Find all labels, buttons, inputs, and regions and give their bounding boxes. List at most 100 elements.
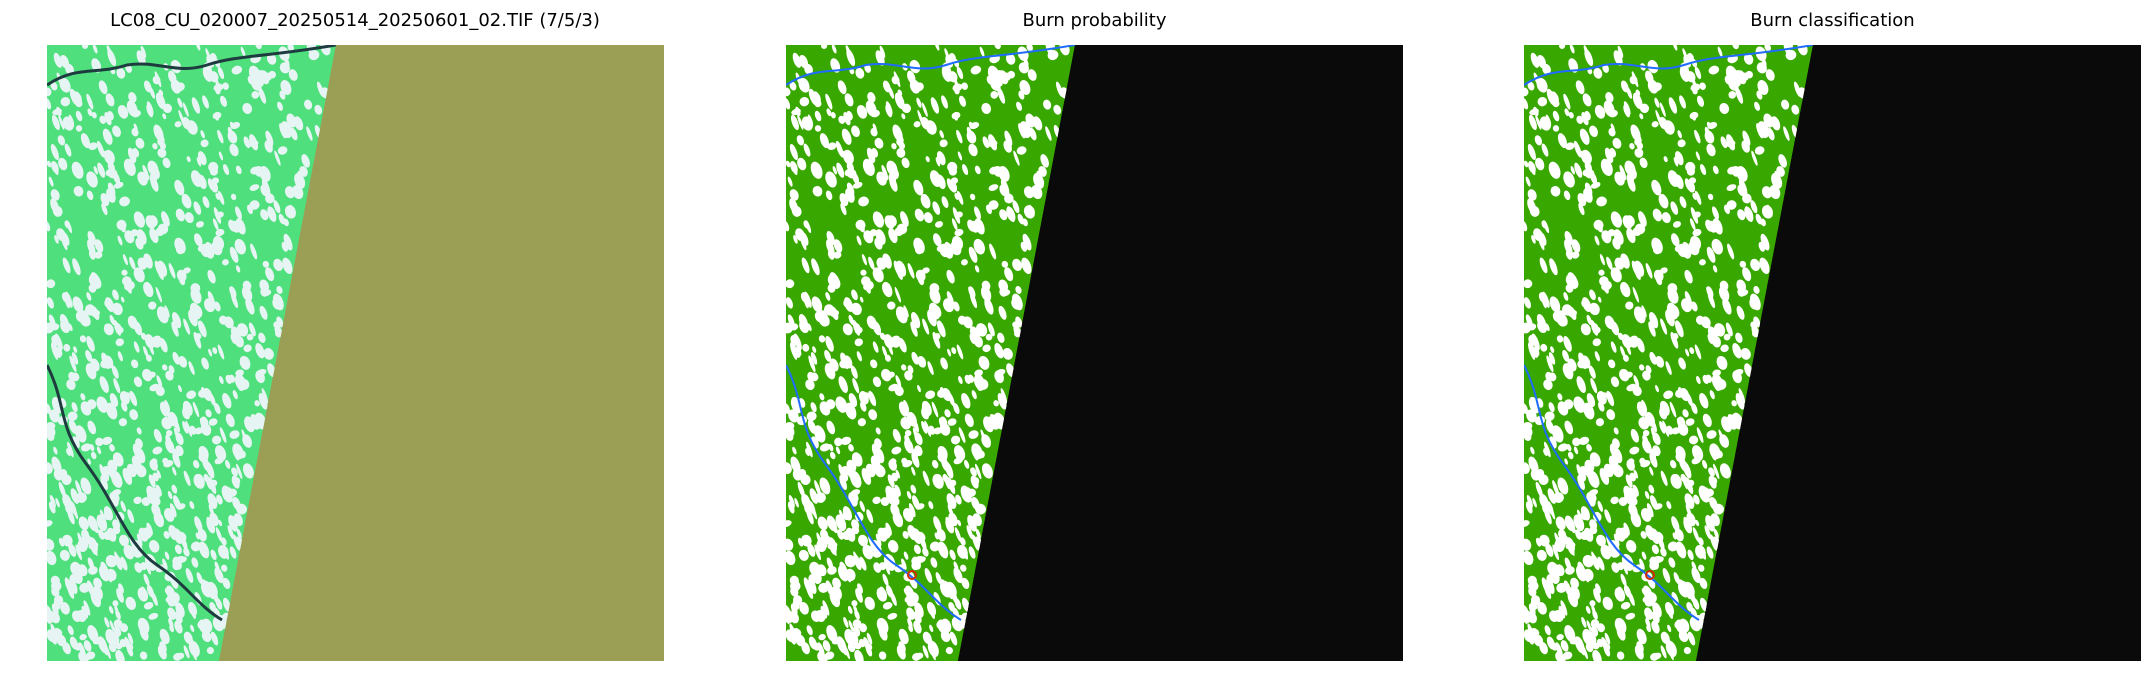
cloud-mask-patch (886, 215, 897, 227)
cloud-mask-patch (1535, 537, 1542, 547)
cloud-mask-patch (818, 335, 826, 343)
cloud-mask-patch (218, 151, 224, 161)
cloud-mask-patch (127, 147, 137, 163)
cloud-mask-patch (87, 458, 91, 465)
cloud-mask-patch (1655, 275, 1663, 286)
cloud-mask-patch (815, 492, 826, 503)
cloud-mask-patch (826, 108, 832, 117)
cloud-mask-patch (1642, 370, 1651, 381)
cloud-mask-patch (810, 161, 823, 179)
cloud-mask-patch (1660, 267, 1668, 274)
cloud-mask-patch (974, 206, 981, 220)
cloud-mask-patch (1679, 95, 1686, 109)
cloud-mask-patch (1538, 292, 1547, 303)
cloud-mask-patch (852, 626, 861, 637)
cloud-mask-patch (1704, 126, 1712, 141)
cloud-mask-patch (1709, 390, 1715, 400)
cloud-mask-patch (1750, 200, 1758, 214)
cloud-mask-patch (939, 130, 944, 139)
cloud-mask-patch (1669, 460, 1677, 469)
cloud-mask-patch (887, 371, 895, 378)
cloud-mask-patch (888, 540, 899, 553)
cloud-mask-patch (924, 568, 933, 583)
cloud-mask-patch (936, 320, 946, 338)
cloud-mask-patch (988, 140, 998, 148)
cloud-mask-patch (927, 361, 934, 375)
cloud-mask-patch (1537, 96, 1548, 107)
cloud-mask-patch (895, 469, 901, 479)
cloud-mask-patch (49, 494, 56, 508)
cloud-mask-patch (1708, 220, 1718, 233)
cloud-mask-patch (207, 178, 215, 191)
cloud-mask-patch (119, 534, 129, 547)
cloud-mask-patch (862, 276, 871, 294)
cloud-mask-patch (217, 66, 225, 80)
cloud-mask-patch (850, 470, 862, 488)
cloud-mask-patch (856, 351, 862, 362)
cloud-mask-patch (1767, 204, 1773, 217)
cloud-mask-patch (191, 557, 199, 568)
cloud-mask-patch (277, 101, 283, 111)
cloud-mask-patch (920, 193, 931, 209)
cloud-mask-patch (804, 504, 811, 514)
cloud-mask-patch (855, 588, 863, 603)
cloud-mask-patch (1671, 516, 1680, 532)
cloud-mask-patch (838, 115, 846, 124)
cloud-mask-patch (1619, 368, 1630, 382)
cloud-mask-patch (944, 409, 951, 418)
cloud-mask-patch (1732, 342, 1742, 359)
cloud-mask-patch (1536, 549, 1547, 561)
cloud-mask-patch (820, 45, 828, 49)
cloud-mask-patch (113, 181, 124, 189)
cloud-mask-patch (219, 427, 227, 443)
cloud-mask-patch (824, 651, 835, 660)
cloud-mask-patch (47, 297, 54, 309)
cloud-mask-patch (951, 347, 957, 354)
cloud-mask-patch (159, 337, 168, 353)
cloud-mask-patch (102, 128, 113, 145)
cloud-mask-patch (786, 220, 790, 232)
cloud-mask-patch (1741, 140, 1750, 153)
cloud-mask-patch (255, 45, 262, 50)
cloud-mask-patch (1533, 106, 1539, 116)
cloud-mask-patch (871, 148, 879, 158)
cloud-mask-patch (1714, 383, 1721, 392)
cloud-mask-patch (1536, 54, 1547, 69)
cloud-mask-patch (230, 291, 239, 309)
cloud-mask-patch (1563, 93, 1571, 110)
cloud-mask-patch (87, 108, 93, 117)
cloud-mask-patch (202, 95, 209, 109)
cloud-mask-patch (120, 556, 128, 571)
cloud-mask-patch (182, 102, 189, 117)
cloud-mask-patch (214, 301, 221, 312)
cloud-mask-patch (1584, 110, 1591, 121)
cloud-mask-patch (896, 148, 906, 158)
cloud-mask-patch (949, 631, 958, 646)
cloud-mask-patch (1743, 53, 1754, 65)
cloud-mask-patch (164, 305, 170, 318)
cloud-mask-patch (1558, 45, 1566, 49)
cloud-mask-patch (197, 244, 207, 252)
cloud-mask-patch (1754, 146, 1765, 155)
cloud-mask-patch (201, 579, 209, 593)
cloud-mask-patch (1629, 143, 1635, 150)
cloud-mask-patch (1548, 352, 1556, 365)
cloud-mask-patch (842, 323, 853, 336)
cloud-mask-patch (817, 536, 824, 548)
cloud-mask-patch (1713, 323, 1726, 337)
cloud-mask-patch (208, 161, 219, 173)
cloud-mask-patch (92, 45, 98, 54)
cloud-mask-patch (163, 530, 170, 539)
cloud-mask-patch (911, 466, 916, 476)
cloud-mask-patch (178, 384, 182, 393)
cloud-mask-patch (88, 566, 98, 575)
cloud-mask-patch (1528, 341, 1534, 350)
cloud-mask-patch (1527, 198, 1537, 214)
cloud-mask-patch (1783, 126, 1790, 141)
cloud-mask-patch (136, 533, 143, 546)
cloud-mask-patch (225, 459, 231, 469)
cloud-mask-patch (268, 70, 276, 79)
cloud-mask-patch (1019, 79, 1031, 95)
cloud-mask-patch (856, 105, 868, 119)
cloud-mask-patch (254, 400, 260, 407)
